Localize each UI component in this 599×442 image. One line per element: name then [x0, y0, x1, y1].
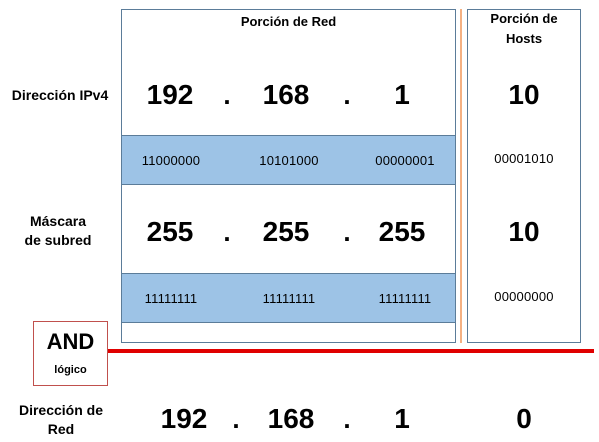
network-separator-2: .	[343, 404, 351, 434]
ipv4-octet-2: 168	[262, 79, 310, 110]
subnet-mask-label: Máscara de subred	[24, 213, 92, 248]
mask-host-octet: 10	[508, 216, 540, 247]
network-octet-3: 1	[394, 403, 410, 434]
network-octet-2: 168	[267, 403, 315, 434]
ipv4-binary-band	[122, 135, 455, 185]
mask-binary-octet-1: 11111111	[144, 291, 198, 306]
and-operator-subtitle: lógico	[54, 364, 87, 376]
ipv4-octet-3: 1	[394, 79, 410, 110]
portion-divider	[460, 9, 462, 343]
ipv4-octet-1: 192	[146, 79, 194, 110]
network-address-label: Dirección de Red	[18, 402, 104, 437]
network-octet-1: 192	[160, 403, 208, 434]
ipv4-binary-octet-1: 11000000	[141, 153, 201, 168]
network-separator-1: .	[232, 404, 240, 434]
network-portion-header: Porción de Red	[240, 14, 337, 29]
mask-separator-1: .	[223, 217, 231, 247]
network-host-octet: 0	[516, 403, 532, 434]
ipv4-host-octet: 10	[508, 79, 540, 110]
ipv4-binary-octet-3: 00000001	[375, 153, 435, 168]
mask-octet-1: 255	[146, 216, 194, 247]
mask-host-binary: 00000000	[494, 289, 554, 304]
and-operator-title: AND	[46, 329, 95, 354]
and-result-line	[108, 349, 594, 353]
mask-binary-band	[122, 273, 455, 323]
ipv4-separator-1: .	[223, 80, 231, 110]
mask-separator-2: .	[343, 217, 351, 247]
mask-octet-2: 255	[262, 216, 310, 247]
ipv4-separator-2: .	[343, 80, 351, 110]
host-portion-header: Porción de Hosts	[490, 11, 558, 46]
mask-binary-octet-2: 11111111	[262, 291, 316, 306]
logical-and-operator: AND lógico	[33, 321, 108, 386]
host-portion-box	[467, 9, 581, 343]
mask-binary-octet-3: 11111111	[378, 291, 432, 306]
ipv4-host-binary: 00001010	[494, 151, 554, 166]
ipv4-binary-octet-2: 10101000	[259, 153, 319, 168]
mask-octet-3: 255	[378, 216, 426, 247]
ipv4-address-label: Dirección IPv4	[11, 87, 109, 103]
